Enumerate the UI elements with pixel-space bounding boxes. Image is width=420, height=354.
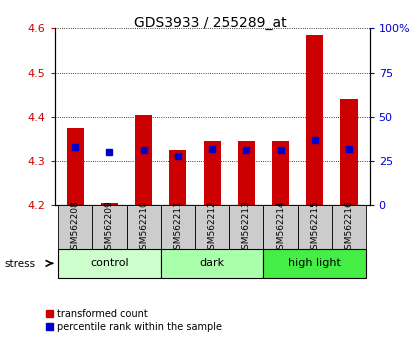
Bar	[67, 128, 84, 205]
Text: GSM562209: GSM562209	[105, 200, 114, 255]
Text: high light: high light	[289, 258, 341, 268]
Bar	[272, 141, 289, 205]
Text: control: control	[90, 258, 129, 268]
Text: stress: stress	[4, 259, 35, 269]
Text: GSM562215: GSM562215	[310, 200, 319, 255]
Text: GSM562216: GSM562216	[344, 200, 354, 255]
Bar	[92, 205, 126, 250]
Bar	[58, 205, 92, 250]
Bar	[58, 249, 161, 278]
Bar	[263, 205, 298, 250]
Bar	[341, 99, 357, 205]
Text: GSM562213: GSM562213	[242, 200, 251, 255]
Bar	[169, 150, 186, 205]
Text: GSM562214: GSM562214	[276, 200, 285, 255]
Bar	[161, 249, 263, 278]
Text: dark: dark	[200, 258, 225, 268]
Bar	[298, 205, 332, 250]
Bar	[332, 205, 366, 250]
Bar	[161, 205, 195, 250]
Bar	[195, 205, 229, 250]
Bar	[238, 141, 255, 205]
Bar	[126, 205, 161, 250]
Bar	[135, 115, 152, 205]
Bar	[101, 203, 118, 205]
Bar	[263, 249, 366, 278]
Text: GSM562211: GSM562211	[173, 200, 182, 255]
Text: GDS3933 / 255289_at: GDS3933 / 255289_at	[134, 16, 286, 30]
Text: GSM562212: GSM562212	[207, 200, 217, 255]
Bar	[204, 141, 220, 205]
Text: GSM562208: GSM562208	[71, 200, 80, 255]
Bar	[306, 35, 323, 205]
Text: GSM562210: GSM562210	[139, 200, 148, 255]
Bar	[229, 205, 263, 250]
Legend: transformed count, percentile rank within the sample: transformed count, percentile rank withi…	[46, 309, 222, 332]
